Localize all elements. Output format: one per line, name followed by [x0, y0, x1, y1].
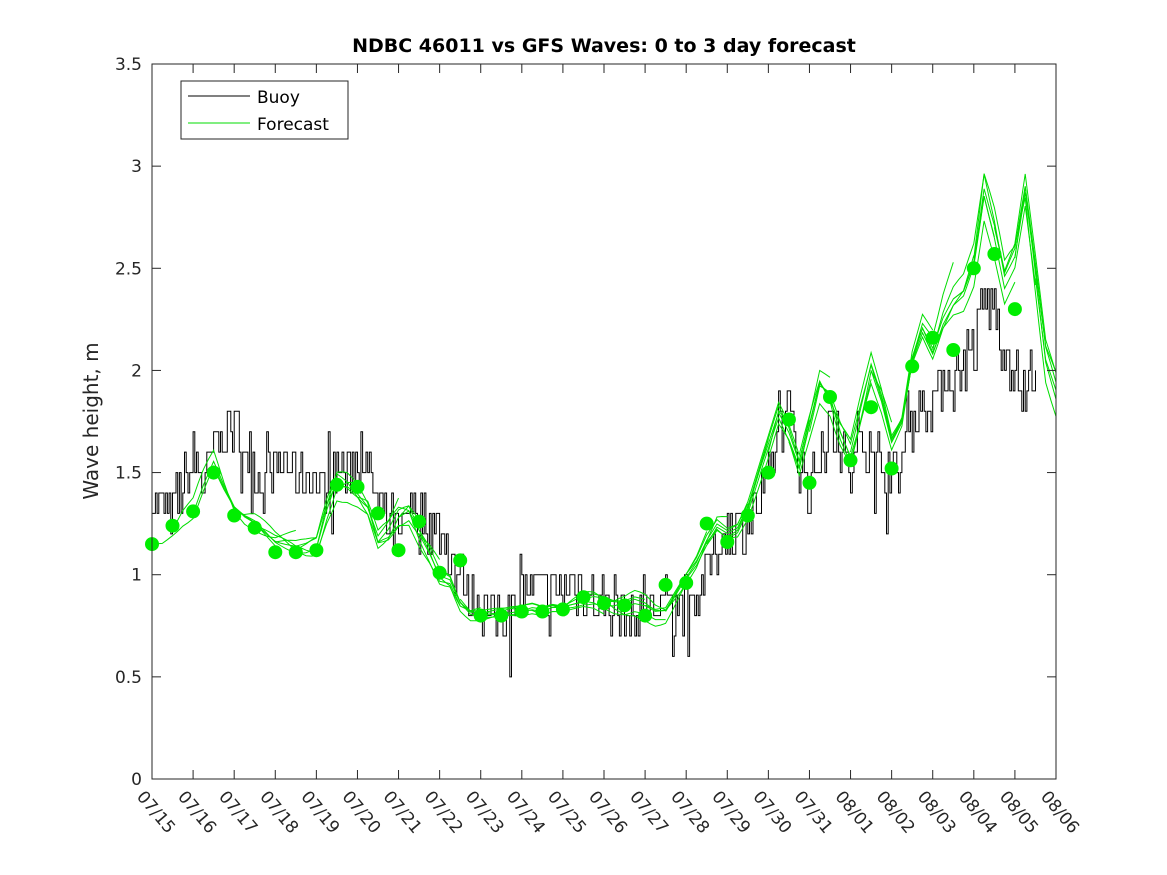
forecast-marker	[617, 598, 632, 613]
y-tick-label: 3.5	[115, 55, 142, 75]
buoy-line	[152, 288, 1036, 678]
forecast-marker	[227, 508, 242, 523]
plot-area	[145, 173, 1057, 678]
forecast-marker	[412, 514, 427, 529]
forecast-line	[357, 496, 481, 612]
y-tick-label: 0	[131, 770, 142, 790]
forecast-line	[1014, 186, 1057, 383]
forecast-marker	[165, 518, 180, 533]
forecast-marker	[987, 247, 1002, 261]
forecast-marker	[761, 465, 776, 480]
forecast-marker	[1007, 302, 1022, 317]
forecast-marker	[864, 400, 879, 415]
forecast-marker	[206, 465, 221, 480]
y-tick-label: 2.5	[115, 259, 142, 279]
forecast-marker	[473, 608, 488, 623]
forecast-marker	[699, 516, 714, 531]
forecast-marker	[186, 504, 201, 519]
forecast-marker	[679, 575, 694, 590]
forecast-marker	[905, 359, 920, 374]
forecast-line	[315, 471, 441, 560]
y-tick-label: 1.5	[115, 464, 142, 484]
y-tick-label: 3	[131, 157, 142, 177]
y-tick-label: 0.5	[115, 668, 142, 688]
forecast-line	[1035, 278, 1057, 391]
forecast-marker	[823, 390, 837, 404]
legend-box	[180, 80, 349, 140]
forecast-marker	[946, 343, 961, 357]
legend-forecast-label: Forecast	[257, 115, 329, 135]
forecast-marker	[453, 553, 468, 568]
forecast-marker	[720, 535, 735, 549]
forecast-markers-layer	[145, 247, 1022, 623]
forecast-marker	[781, 412, 796, 427]
chart-title: NDBC 46011 vs GFS Waves: 0 to 3 day fore…	[352, 35, 856, 57]
y-axis: 0 0.5 1 1.5 2 2.5 3 3.5	[115, 55, 1056, 790]
forecast-marker	[884, 461, 899, 476]
buoy-series-layer	[152, 288, 1036, 678]
legend-buoy-label: Buoy	[257, 88, 300, 108]
forecast-marker	[391, 543, 406, 558]
forecast-marker	[514, 604, 529, 619]
forecast-marker	[494, 608, 509, 623]
forecast-marker	[371, 506, 385, 521]
forecast-marker	[555, 602, 570, 617]
forecast-marker	[843, 453, 858, 468]
forecast-line	[932, 174, 1057, 373]
forecast-marker	[350, 479, 365, 494]
legend: Buoy Forecast	[180, 80, 349, 140]
y-tick-label: 2	[131, 361, 142, 381]
y-tick-label: 1	[131, 566, 142, 586]
forecast-marker	[966, 261, 981, 276]
forecast-marker	[268, 545, 283, 560]
forecast-marker	[288, 545, 303, 560]
forecast-marker	[247, 520, 262, 535]
forecast-marker	[576, 590, 591, 605]
forecast-marker	[432, 565, 447, 580]
forecast-marker	[925, 330, 940, 345]
forecast-line	[993, 186, 1057, 400]
forecast-marker	[740, 508, 755, 523]
forecast-marker	[658, 577, 673, 592]
forecast-marker	[802, 475, 817, 490]
forecast-marker	[329, 477, 344, 492]
y-axis-label: Wave height, m	[79, 342, 103, 499]
forecast-marker	[309, 543, 324, 558]
forecast-marker	[597, 596, 611, 611]
forecast-marker	[535, 604, 550, 619]
forecast-marker	[638, 608, 653, 623]
